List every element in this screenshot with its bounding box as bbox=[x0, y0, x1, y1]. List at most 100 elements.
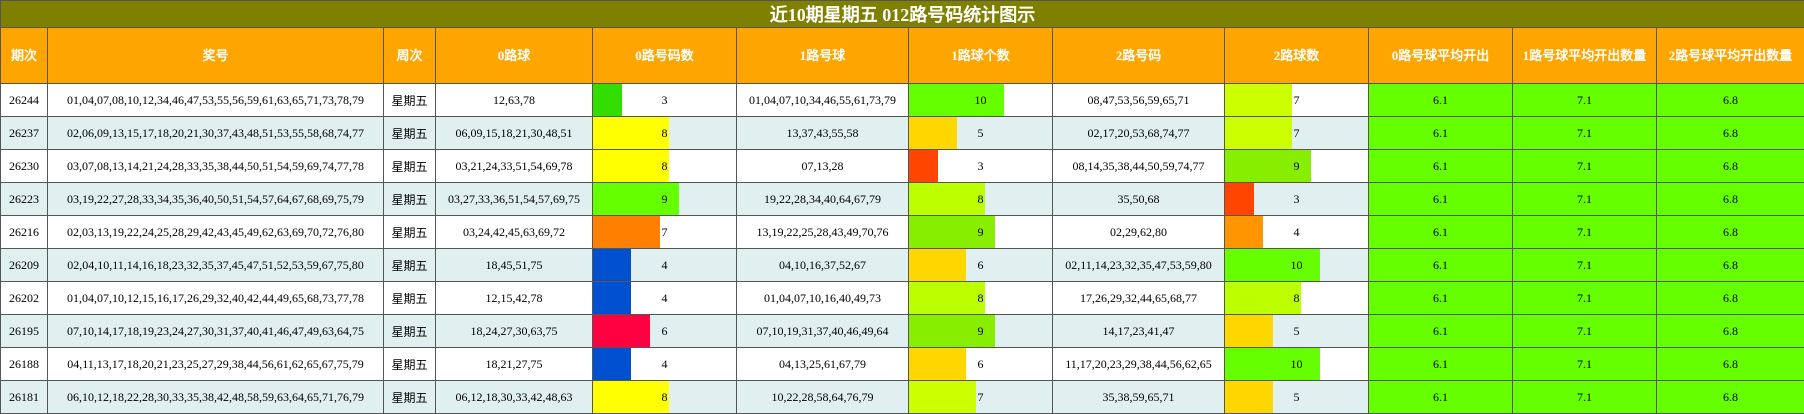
header-route2-avg: 2路号球平均开出数量 bbox=[1655, 27, 1804, 84]
route1-count-cell-fill bbox=[909, 381, 976, 413]
route2-balls-cell: 14,17,23,41,47 bbox=[1052, 314, 1225, 348]
route0-balls-cell: 06,12,18,30,33,42,48,63 bbox=[435, 380, 593, 414]
route1-count-cell: 3 bbox=[908, 149, 1053, 183]
route1-count-cell-value: 9 bbox=[977, 224, 984, 239]
weekday-cell: 星期五 bbox=[383, 215, 436, 249]
route2-count-cell-value: 5 bbox=[1293, 389, 1300, 404]
route2-count-cell: 5 bbox=[1224, 314, 1369, 348]
route0-avg-cell: 6.1 bbox=[1368, 182, 1513, 216]
route0-balls-cell: 12,15,42,78 bbox=[435, 281, 593, 315]
route0-count-cell-value: 3 bbox=[661, 92, 668, 107]
route1-balls-cell: 07,13,28 bbox=[736, 149, 909, 183]
route1-avg-cell: 7.1 bbox=[1512, 347, 1657, 381]
route2-balls-cell: 02,11,14,23,32,35,47,53,59,80 bbox=[1052, 248, 1225, 282]
period-cell: 26195 bbox=[0, 314, 48, 348]
weekday-cell: 星期五 bbox=[383, 281, 436, 315]
table-row: 26195 07,10,14,17,18,19,23,24,27,30,31,37… bbox=[0, 314, 1804, 348]
route0-balls-cell: 18,21,27,75 bbox=[435, 347, 593, 381]
route2-count-cell-fill bbox=[1225, 84, 1292, 116]
header-route0-balls: 0路球 bbox=[435, 27, 593, 84]
route2-count-cell: 7 bbox=[1224, 83, 1369, 117]
route2-balls-cell: 17,26,29,32,44,65,68,77 bbox=[1052, 281, 1225, 315]
route2-count-cell-value: 5 bbox=[1293, 323, 1300, 338]
route0-count-cell: 8 bbox=[592, 116, 737, 150]
route2-count-cell-fill bbox=[1225, 216, 1264, 248]
period-cell: 26230 bbox=[0, 149, 48, 183]
route0-balls-cell: 18,45,51,75 bbox=[435, 248, 593, 282]
table-row: 26223 03,19,22,27,28,33,34,35,36,40,50,51… bbox=[0, 182, 1804, 216]
route0-count-cell: 8 bbox=[592, 149, 737, 183]
table-row: 26209 02,04,10,11,14,16,18,23,32,35,37,45… bbox=[0, 248, 1804, 282]
route2-avg-cell: 6.8 bbox=[1655, 248, 1804, 282]
period-cell: 26244 bbox=[0, 83, 48, 117]
route0-count-cell: 6 bbox=[592, 314, 737, 348]
weekday-cell: 星期五 bbox=[383, 83, 436, 117]
weekday-cell: 星期五 bbox=[383, 248, 436, 282]
period-cell: 26202 bbox=[0, 281, 48, 315]
table-row: 26202 01,04,07,10,12,15,16,17,26,29,32,40… bbox=[0, 281, 1804, 315]
route1-count-cell-value: 8 bbox=[977, 191, 984, 206]
route2-count-cell: 4 bbox=[1224, 215, 1369, 249]
route2-avg-cell: 6.8 bbox=[1655, 182, 1804, 216]
route0-count-cell: 9 bbox=[592, 182, 737, 216]
route0-count-cell-fill bbox=[593, 117, 670, 149]
route0-count-cell-value: 8 bbox=[661, 125, 668, 140]
weekday-cell: 星期五 bbox=[383, 380, 436, 414]
route1-count-cell-fill bbox=[909, 84, 1005, 116]
route1-count-cell-fill bbox=[909, 117, 957, 149]
table-row: 26216 02,03,13,19,22,24,25,28,29,42,43,45… bbox=[0, 215, 1804, 249]
route0-count-cell-fill bbox=[593, 249, 632, 281]
period-cell: 26209 bbox=[0, 248, 48, 282]
numbers-cell: 03,19,22,27,28,33,34,35,36,40,50,51,54,5… bbox=[47, 182, 384, 216]
route0-balls-cell: 03,27,33,36,51,54,57,69,75 bbox=[435, 182, 593, 216]
route1-count-cell-fill bbox=[909, 249, 967, 281]
route1-count-cell: 6 bbox=[908, 347, 1053, 381]
route0-avg-cell: 6.1 bbox=[1368, 149, 1513, 183]
route2-balls-cell: 35,50,68 bbox=[1052, 182, 1225, 216]
period-cell: 26223 bbox=[0, 182, 48, 216]
route1-avg-cell: 7.1 bbox=[1512, 215, 1657, 249]
route1-avg-cell: 7.1 bbox=[1512, 83, 1657, 117]
route1-balls-cell: 10,22,28,58,64,76,79 bbox=[736, 380, 909, 414]
route0-count-cell-value: 8 bbox=[661, 389, 668, 404]
route2-count-cell-fill bbox=[1225, 315, 1273, 347]
route2-count-cell: 3 bbox=[1224, 182, 1369, 216]
route1-count-cell: 5 bbox=[908, 116, 1053, 150]
route0-balls-cell: 03,21,24,33,51,54,69,78 bbox=[435, 149, 593, 183]
route0-count-cell: 4 bbox=[592, 281, 737, 315]
route2-count-cell-value: 9 bbox=[1293, 158, 1300, 173]
route0-avg-cell: 6.1 bbox=[1368, 347, 1513, 381]
numbers-cell: 07,10,14,17,18,19,23,24,27,30,31,37,40,4… bbox=[47, 314, 384, 348]
route2-count-cell-value: 7 bbox=[1293, 92, 1300, 107]
route0-count-cell: 4 bbox=[592, 248, 737, 282]
route0-count-cell-fill bbox=[593, 315, 651, 347]
route1-avg-cell: 7.1 bbox=[1512, 116, 1657, 150]
numbers-cell: 01,04,07,10,12,15,16,17,26,29,32,40,42,4… bbox=[47, 281, 384, 315]
route2-count-cell-value: 4 bbox=[1293, 224, 1300, 239]
route1-balls-cell: 07,10,19,31,37,40,46,49,64 bbox=[736, 314, 909, 348]
route1-avg-cell: 7.1 bbox=[1512, 380, 1657, 414]
period-cell: 26188 bbox=[0, 347, 48, 381]
header-route1-avg: 1路号球平均开出数量 bbox=[1512, 27, 1657, 84]
route1-count-cell: 7 bbox=[908, 380, 1053, 414]
header-period: 期次 bbox=[0, 27, 48, 84]
route0-count-cell-fill bbox=[593, 381, 670, 413]
header-route2-balls: 2路号码 bbox=[1052, 27, 1225, 84]
period-cell: 26237 bbox=[0, 116, 48, 150]
route2-count-cell-value: 10 bbox=[1290, 257, 1303, 272]
route1-balls-cell: 01,04,07,10,16,40,49,73 bbox=[736, 281, 909, 315]
weekday-cell: 星期五 bbox=[383, 314, 436, 348]
route0-count-cell: 7 bbox=[592, 215, 737, 249]
route0-avg-cell: 6.1 bbox=[1368, 215, 1513, 249]
route2-count-cell-value: 7 bbox=[1293, 125, 1300, 140]
header-route0-count: 0路号码数 bbox=[592, 27, 737, 84]
route2-count-cell: 7 bbox=[1224, 116, 1369, 150]
route2-count-cell-fill bbox=[1225, 117, 1292, 149]
table-row: 26244 01,04,07,08,10,12,34,46,47,53,55,56… bbox=[0, 83, 1804, 117]
route1-count-cell: 6 bbox=[908, 248, 1053, 282]
route0-count-cell-fill bbox=[593, 348, 632, 380]
route2-count-cell: 10 bbox=[1224, 248, 1369, 282]
route1-avg-cell: 7.1 bbox=[1512, 281, 1657, 315]
header-route0-avg: 0路号球平均开出 bbox=[1368, 27, 1513, 84]
